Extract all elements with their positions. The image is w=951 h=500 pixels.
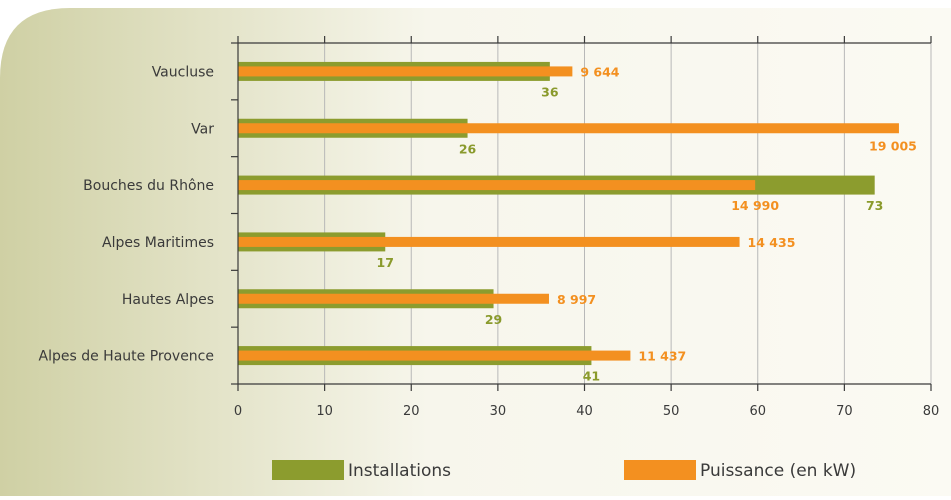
value-label-installations-hautes-alpes: 29 — [485, 312, 502, 327]
x-tick-label-20: 20 — [403, 404, 420, 419]
legend-swatch-puissance — [624, 460, 696, 480]
legend-label-puissance: Puissance (en kW) — [700, 461, 856, 481]
bar-puissance-vaucluse — [238, 66, 573, 77]
legend-swatch-installations — [272, 460, 344, 480]
x-tick-label-70: 70 — [836, 404, 853, 419]
axes — [231, 36, 932, 391]
category-label-vaucluse: Vaucluse — [152, 64, 214, 80]
labels: 0 10 20 30 40 50 60 70 80 Vaucluse 36 9 644 Var 26 19 … — [39, 64, 940, 419]
legend-label-installations: Installations — [348, 461, 451, 481]
bar-puissance-alpes-maritimes — [238, 236, 740, 247]
chart-background-panel — [0, 8, 951, 496]
value-label-puissance-alpes-maritimes: 14 435 — [748, 235, 796, 250]
bar-puissance-bouches-du-rhone — [238, 180, 756, 191]
value-label-puissance-var: 19 005 — [869, 138, 917, 153]
value-label-installations-alpes-de-haute-provence: 41 — [583, 369, 600, 384]
bar-puissance-hautes-alpes — [238, 293, 549, 304]
x-tick-label-30: 30 — [490, 404, 507, 419]
category-label-hautes-alpes: Hautes Alpes — [122, 292, 214, 308]
grid-lines — [324, 43, 932, 384]
value-label-puissance-vaucluse: 9 644 — [580, 64, 619, 79]
category-label-alpes-de-haute-provence: Alpes de Haute Provence — [39, 349, 215, 365]
legend: Installations Puissance (en kW) — [272, 460, 856, 481]
bar-puissance-alpes-de-haute-provence — [238, 350, 631, 361]
value-label-puissance-alpes-de-haute-provence: 11 437 — [638, 349, 686, 364]
value-label-installations-var: 26 — [459, 141, 477, 156]
value-label-installations-bouches-du-rhone: 73 — [866, 198, 883, 213]
category-label-bouches-du-rhone: Bouches du Rhône — [83, 178, 214, 194]
bars — [238, 61, 899, 366]
x-tick-label-40: 40 — [576, 404, 593, 419]
value-label-puissance-bouches-du-rhone: 14 990 — [731, 198, 779, 213]
value-label-installations-alpes-maritimes: 17 — [377, 255, 394, 270]
category-label-var: Var — [191, 121, 214, 137]
category-label-alpes-maritimes: Alpes Maritimes — [102, 235, 214, 251]
bar-puissance-var — [238, 123, 899, 134]
x-tick-label-0: 0 — [234, 404, 242, 419]
x-tick-label-10: 10 — [316, 404, 333, 419]
x-tick-label-50: 50 — [663, 404, 680, 419]
value-label-puissance-hautes-alpes: 8 997 — [557, 292, 596, 307]
x-tick-label-80: 80 — [923, 404, 940, 419]
x-tick-label-60: 60 — [749, 404, 766, 419]
value-label-installations-vaucluse: 36 — [541, 84, 559, 99]
